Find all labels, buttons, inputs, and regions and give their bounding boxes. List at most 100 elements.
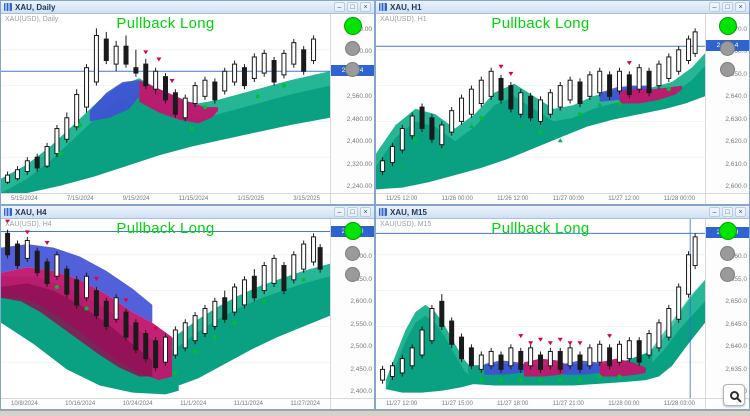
price-axis-label: 2,655.0 [725,275,747,283]
price-axis-labels: 2,670.0 2,660.0 2,650.0 2,640.0 2,630.0 2,620… [706,14,749,193]
price-axis-label: 2,640.0 [725,93,747,101]
time-axis-label: 11/26 12:00 [497,196,529,202]
close-button[interactable]: × [735,207,746,217]
time-axis-label: 11/27 21:00 [552,401,584,407]
price-axis[interactable]: 2,670.0 2,660.0 2,650.0 2,640.0 2,630.0 2,620… [705,14,749,193]
time-axis-label: 7/15/2024 [66,196,94,202]
chart-watermark: XAU(USD), Daily [5,16,59,23]
chart-icon [4,3,12,11]
price-axis-label: 2,645.0 [725,320,747,328]
zoom-button[interactable] [723,384,745,406]
price-axis-label: 2,320.00 [346,160,372,168]
chart-watermark: XAU(USD), M15 [380,221,432,228]
axis-corner [705,399,749,409]
time-axis-labels: 11/25 12:00 11/26 00:00 11/26 12:00 11/27 0… [376,194,705,204]
window-title: XAU, H1 [390,2,422,12]
window-title: XAU, H4 [15,207,47,217]
time-axis-label: 11/27 12:00 [608,196,640,202]
window-controls: – □ × [709,2,746,12]
time-axis-label: 11/26 00:00 [441,196,473,202]
time-axis[interactable]: 11/25 12:00 11/26 00:00 11/26 12:00 11/27 0… [376,193,749,204]
signal-circle-gray[interactable] [345,267,360,282]
time-axis-label: 11/27/2024 [290,401,320,407]
close-button[interactable]: × [360,2,371,12]
time-axis[interactable]: 11/27 12:00 11/27 15:00 11/27 18:00 11/27 2… [376,398,749,409]
minimize-button[interactable]: – [334,207,345,217]
window-titlebar[interactable]: XAU, M15 – □ × [376,206,749,219]
signal-circle-gray[interactable] [345,246,360,261]
signal-circle-green[interactable] [718,222,737,240]
chart-icon [379,3,387,11]
window-controls: – □ × [334,207,371,217]
axis-corner [330,399,374,409]
chart-canvas[interactable] [1,14,330,193]
price-axis-label: 2,650.0 [725,298,747,306]
chart-window-h1: XAU, H1 – □ × XAU(USD), H1 Pullback Long… [375,0,750,205]
signal-circle-green[interactable] [718,17,737,35]
minimize-button[interactable]: – [334,2,345,12]
chart-area: XAU(USD), H4 Pullback Long [1,219,330,398]
minimize-button[interactable]: – [709,207,720,217]
chart-canvas[interactable] [1,219,330,398]
price-axis-label: 2,500.0 [350,343,372,351]
chart-watermark: XAU(USD), H1 [380,16,427,23]
time-axis-label: 11/27 15:00 [441,401,473,407]
time-axis-label: 11/28 00:00 [608,401,640,407]
window-titlebar[interactable]: XAU, H1 – □ × [376,1,749,14]
signal-circle-green[interactable] [343,17,362,35]
price-axis[interactable]: 2,665.02,660.02,655.02,650.02,645.02,640… [705,219,749,398]
close-button[interactable]: × [735,2,746,12]
signal-circle-gray[interactable] [720,41,735,56]
time-axis-label: 1/15/2025 [237,196,265,202]
chart-icon [4,208,12,216]
chart-area: XAU(USD), Daily Pullback Long [1,14,330,193]
maximize-button[interactable]: □ [347,2,358,12]
chart-watermark: XAU(USD), H4 [5,221,52,228]
signal-label: Pullback Long [491,15,590,32]
signal-circle-gray[interactable] [720,62,735,77]
signal-circle-gray[interactable] [720,267,735,282]
signal-label: Pullback Long [491,220,590,237]
window-titlebar[interactable]: XAU, Daily – □ × [1,1,374,14]
maximize-button[interactable]: □ [347,207,358,217]
chart-icon [379,208,387,216]
time-axis-label: 11/28 03:00 [663,401,695,407]
time-axis-label: 10/24/2024 [122,401,153,407]
chart-canvas[interactable] [376,14,705,193]
time-axis-label: 11/15/2024 [178,196,209,202]
time-axis-labels: 10/8/2024 10/16/2024 10/24/2024 11/1/2024 11… [1,399,330,409]
signal-circles [718,222,737,282]
signal-circles [343,17,362,77]
chart-canvas[interactable] [376,219,705,398]
price-axis-label: 2,700.0 [350,253,372,261]
price-axis-label: 2,650.0 [725,70,747,78]
signal-circle-gray[interactable] [720,246,735,261]
time-axis-label: 10/16/2024 [65,401,96,407]
price-axis-label: 2,550.0 [350,320,372,328]
maximize-button[interactable]: □ [722,207,733,217]
axis-corner [705,194,749,204]
minimize-button[interactable]: – [709,2,720,12]
window-bottom-edge [0,410,750,416]
time-axis[interactable]: 10/8/2024 10/16/2024 10/24/2024 11/1/2024 11… [1,398,374,409]
price-axis-label: 2,660.0 [725,48,747,56]
price-axis-label: 2,650.0 [350,275,372,283]
maximize-button[interactable]: □ [722,2,733,12]
window-titlebar[interactable]: XAU, H4 – □ × [1,206,374,219]
time-axis[interactable]: 5/15/2024 7/15/2024 9/15/2024 11/15/2024 1/1… [1,193,374,204]
signal-circle-gray[interactable] [345,41,360,56]
price-axis[interactable]: 2,750.02,700.02,650.02,600.02,550.02,500… [330,219,374,398]
price-axis[interactable]: 2,800.002,720.002,640.002,560.002,480.00… [330,14,374,193]
signal-circle-green[interactable] [343,222,362,240]
price-axis-label: 2,620.0 [725,138,747,146]
price-axis-label: 2,400.00 [346,138,372,146]
signal-label: Pullback Long [116,220,215,237]
window-title: XAU, M15 [390,207,427,217]
time-axis-labels: 11/27 12:00 11/27 15:00 11/27 18:00 11/27 2… [376,399,705,409]
time-axis-label: 11/25 12:00 [386,196,418,202]
chart-area: XAU(USD), M15 Pullback Long [376,219,705,398]
close-button[interactable]: × [360,207,371,217]
signal-circle-gray[interactable] [345,62,360,77]
time-axis-labels: 5/15/2024 7/15/2024 9/15/2024 11/15/2024 1/1… [1,194,330,204]
time-axis-label: 5/15/2024 [11,196,38,202]
